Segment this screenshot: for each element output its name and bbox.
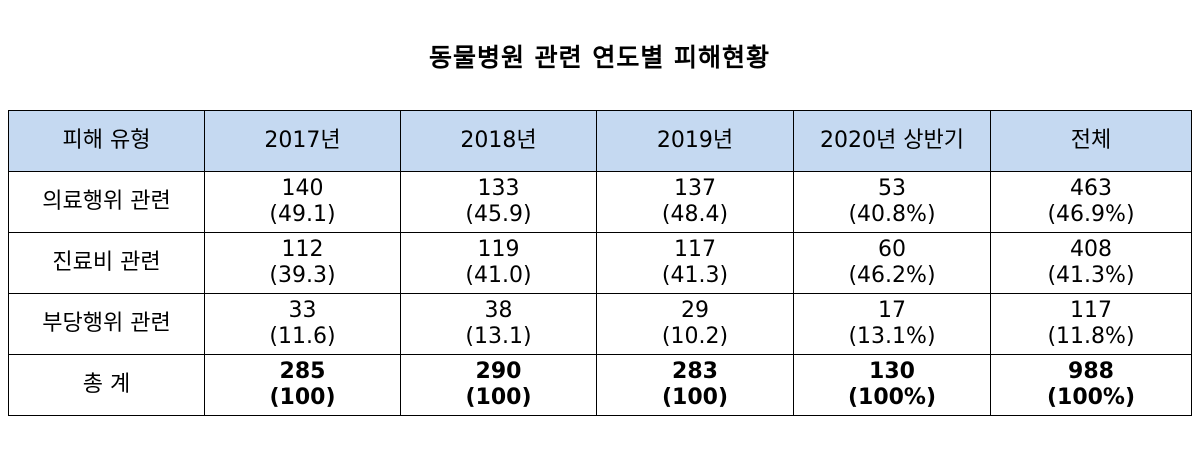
row-label: 진료비 관련 [8,232,205,294]
cell-percent: (10.2) [661,324,729,349]
cell-count: 17 [878,298,906,323]
cell-count: 38 [484,298,513,323]
table-row: 의료행위 관련 140 (49.1) 133 (45.9) 137 (48.4) 53… [8,171,1192,233]
cell-count: 463 [1070,176,1112,201]
table-cell: 119 (41.0) [400,232,597,294]
header-cell-2018: 2018년 [400,110,597,172]
cell-count: 117 [1070,298,1112,323]
table-cell: 408 (41.3%) [990,232,1192,294]
header-cell-type: 피해 유형 [8,110,205,172]
table-cell: 53 (40.8%) [793,171,991,233]
cell-percent: (11.8%) [1047,324,1135,349]
cell-percent: (49.1) [269,202,336,227]
table-cell: 133 (45.9) [400,171,597,233]
cell-percent: (41.0) [465,263,532,288]
total-row: 총 계 285 (100) 290 (100) 283 (100) 130 (100%)… [8,354,1192,416]
table-cell: 38 (13.1) [400,293,597,355]
cell-percent: (45.9) [465,202,532,227]
cell-count: 285 [279,359,326,384]
total-cell: 285 (100) [204,354,401,416]
cell-count: 988 [1068,359,1114,384]
cell-count: 117 [674,237,716,262]
cell-percent: (100%) [847,385,937,410]
table-cell: 137 (48.4) [596,171,794,233]
total-cell: 283 (100) [596,354,794,416]
cell-percent: (100%) [1046,385,1136,410]
cell-percent: (13.1) [465,324,532,349]
cell-count: 130 [869,359,915,384]
cell-percent: (48.4) [661,202,729,227]
cell-count: 53 [878,176,906,201]
total-cell: 130 (100%) [793,354,991,416]
cell-count: 408 [1070,237,1112,262]
cell-percent: (41.3%) [1047,263,1135,288]
total-label: 총 계 [8,354,205,416]
cell-percent: (100) [269,385,336,410]
table-row: 부당행위 관련 33 (11.6) 38 (13.1) 29 (10.2) 17 (13… [8,293,1192,355]
table-cell: 33 (11.6) [204,293,401,355]
header-cell-2017: 2017년 [204,110,401,172]
row-label: 부당행위 관련 [8,293,205,355]
cell-count: 290 [475,359,522,384]
cell-count: 60 [878,237,906,262]
table-cell: 29 (10.2) [596,293,794,355]
cell-percent: (100) [661,385,729,410]
cell-count: 283 [672,359,718,384]
cell-count: 33 [288,298,317,323]
cell-percent: (39.3) [269,263,336,288]
cell-count: 137 [674,176,716,201]
cell-percent: (46.2%) [848,263,936,288]
cell-percent: (13.1%) [848,324,936,349]
table-cell: 117 (41.3) [596,232,794,294]
header-cell-2020-h1: 2020년 상반기 [793,110,991,172]
table-cell: 17 (13.1%) [793,293,991,355]
cell-percent: (46.9%) [1047,202,1135,227]
cell-percent: (11.6) [269,324,336,349]
damage-table: 피해 유형 2017년 2018년 2019년 2020년 상반기 전체 의료행… [8,110,1192,416]
cell-count: 133 [477,176,520,201]
cell-count: 119 [477,237,520,262]
header-row: 피해 유형 2017년 2018년 2019년 2020년 상반기 전체 [8,110,1192,172]
table-cell: 112 (39.3) [204,232,401,294]
total-cell: 290 (100) [400,354,597,416]
header-cell-total: 전체 [990,110,1192,172]
table-cell: 140 (49.1) [204,171,401,233]
page-title: 동물병원 관련 연도별 피해현황 [428,43,771,72]
table-row: 진료비 관련 112 (39.3) 119 (41.0) 117 (41.3) 60(… [8,232,1192,294]
table-cell: 60 (46.2%) [793,232,991,294]
total-cell: 988 (100%) [990,354,1192,416]
table-cell: 463 (46.9%) [990,171,1192,233]
cell-count: 140 [281,176,324,201]
cell-percent: (100) [465,385,532,410]
table-cell: 117 (11.8%) [990,293,1192,355]
cell-percent: (41.3) [661,263,729,288]
cell-count: 29 [681,298,709,323]
row-label: 의료행위 관련 [8,171,205,233]
cell-percent: (40.8%) [848,202,936,227]
header-cell-2019: 2019년 [596,110,794,172]
cell-count: 112 [281,237,324,262]
